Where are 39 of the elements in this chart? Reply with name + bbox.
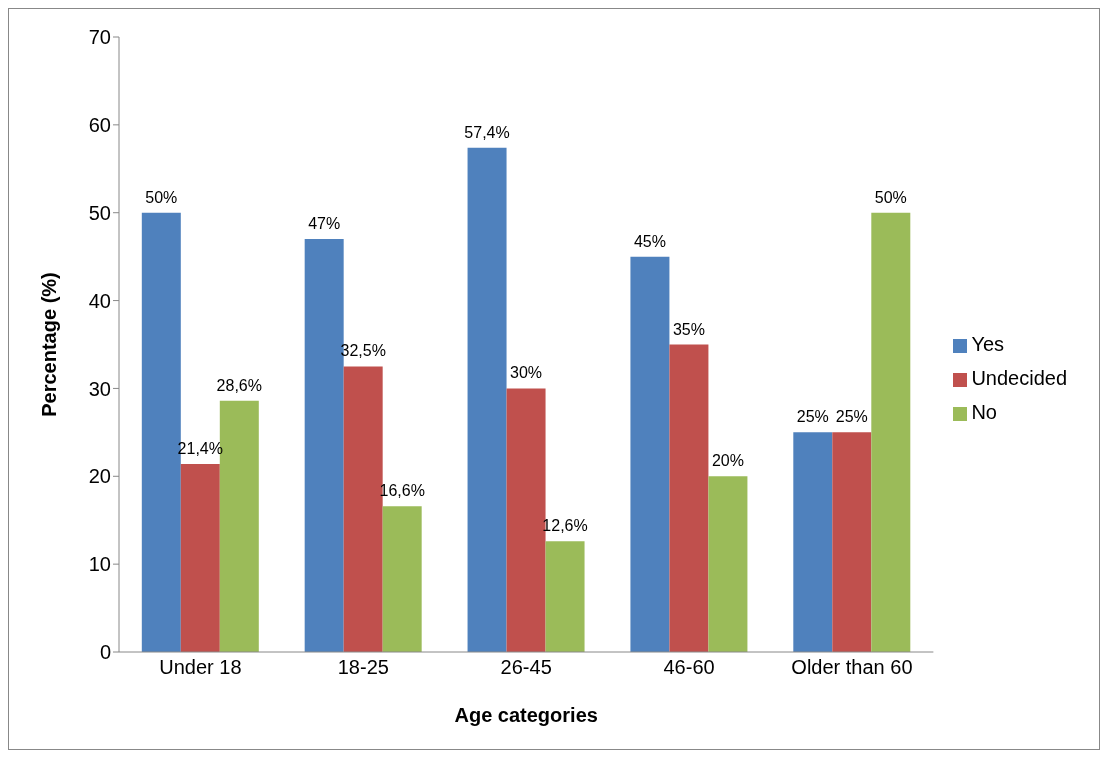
bar bbox=[669, 344, 709, 652]
y-tick-label: 30 bbox=[88, 377, 111, 400]
x-tick-label: Under 18 bbox=[159, 656, 242, 679]
legend-label: No bbox=[971, 401, 997, 423]
bar bbox=[832, 432, 872, 652]
x-tick-label: 46-60 bbox=[663, 656, 715, 679]
legend-label: Undecided bbox=[971, 367, 1067, 389]
y-tick-label: 70 bbox=[88, 26, 111, 49]
y-tick-label: 40 bbox=[88, 289, 111, 312]
y-tick-label: 10 bbox=[88, 553, 111, 576]
data-label: 35% bbox=[672, 320, 705, 338]
data-label: 28,6% bbox=[216, 376, 262, 394]
x-tick-label: Older than 60 bbox=[791, 656, 913, 679]
data-label: 25% bbox=[835, 408, 868, 426]
y-tick-label: 50 bbox=[88, 201, 111, 224]
data-label: 50% bbox=[145, 188, 178, 206]
x-tick-label: 18-25 bbox=[337, 656, 389, 679]
x-axis-title: Age categories bbox=[454, 704, 598, 726]
data-label: 57,4% bbox=[464, 123, 510, 141]
y-axis-title: Percentage (%) bbox=[38, 272, 61, 417]
bar bbox=[793, 432, 833, 652]
data-label: 45% bbox=[633, 232, 666, 250]
y-tick-label: 60 bbox=[88, 113, 111, 136]
bar bbox=[630, 256, 670, 652]
y-tick-label: 0 bbox=[99, 641, 111, 664]
data-label: 47% bbox=[308, 215, 341, 233]
bar bbox=[708, 476, 748, 652]
data-label: 25% bbox=[796, 408, 829, 426]
y-tick-label: 20 bbox=[88, 465, 111, 488]
x-tick-label: 26-45 bbox=[500, 656, 552, 679]
bar bbox=[382, 506, 422, 652]
data-label: 20% bbox=[711, 452, 744, 470]
legend-label: Yes bbox=[971, 333, 1005, 355]
bar bbox=[180, 463, 220, 652]
bar bbox=[545, 541, 585, 652]
data-label: 30% bbox=[510, 364, 543, 382]
bar bbox=[467, 147, 507, 652]
data-label: 50% bbox=[874, 188, 907, 206]
bar bbox=[871, 212, 911, 652]
